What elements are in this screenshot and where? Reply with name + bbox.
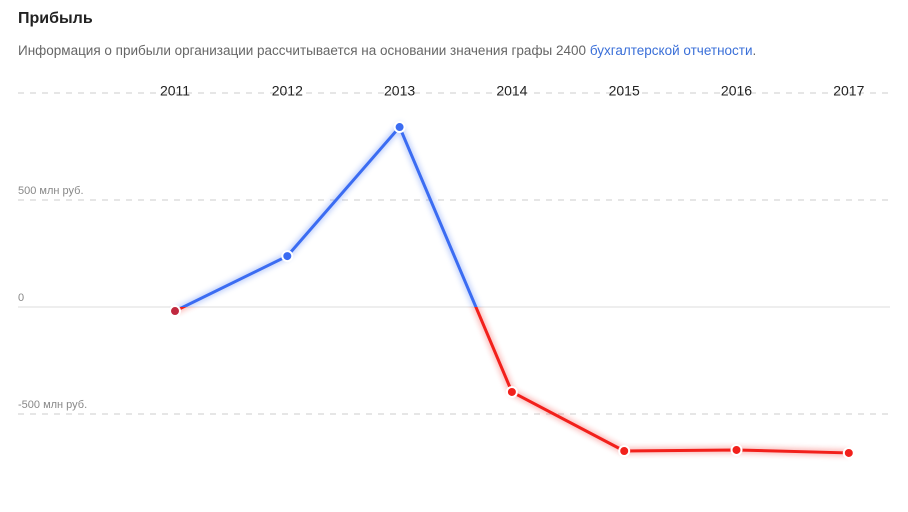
point: [618, 445, 631, 458]
x-tick-label: 2012: [272, 83, 303, 99]
title: Прибыль: [18, 10, 93, 27]
y-tick-label: 0: [18, 292, 24, 304]
x-tick-label: 2013: [384, 83, 415, 99]
line: [174, 306, 849, 455]
point: [505, 385, 518, 398]
x-tick-label: 2017: [833, 83, 864, 99]
subtitle-text: Информация о прибыли организации рассчит…: [18, 43, 587, 58]
line-glow: [173, 306, 849, 456]
header: Прибыль Информация о прибыли организации…: [18, 10, 756, 58]
x-tick-label: 2016: [721, 83, 752, 99]
y-tick-label: 500 млн руб.: [18, 185, 84, 197]
subtitle: Информация о прибыли организации рассчит…: [18, 43, 756, 58]
x-tick-label: 2011: [160, 83, 190, 99]
point: [842, 446, 855, 459]
subtitle-end: .: [752, 43, 757, 58]
point: [169, 305, 181, 318]
line: [179, 125, 478, 307]
point: [281, 250, 294, 263]
y-tick-label: -500 млн руб.: [18, 399, 87, 411]
subtitle-link[interactable]: бухгалтерской отчетности: [589, 43, 753, 58]
x-tick-label: 2014: [496, 83, 527, 99]
point: [393, 121, 406, 134]
x-tick-label: 2015: [609, 83, 640, 99]
point: [730, 443, 743, 456]
line-glow: [176, 121, 480, 307]
